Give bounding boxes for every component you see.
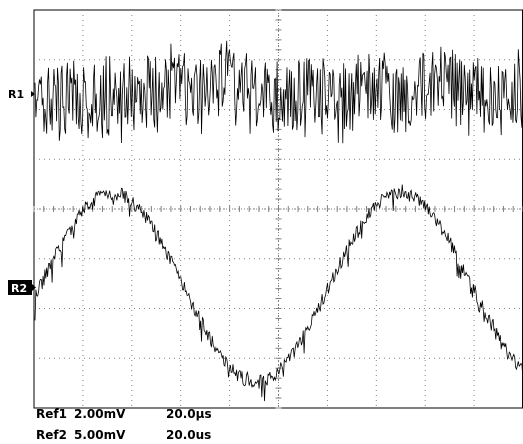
readout-ref1-volts: 2.00mV	[74, 407, 126, 421]
marker-r1-label: R1	[8, 88, 24, 101]
marker-r2: R2	[8, 280, 36, 295]
marker-r2-arrow-icon	[32, 284, 36, 291]
marker-r1-arrow-icon	[31, 91, 35, 97]
series-r2-trace	[34, 184, 523, 402]
readout-ref2: Ref2 5.00mV 20.0us	[36, 428, 211, 442]
readout-ref1: Ref1 2.00mV 20.0µs	[36, 407, 212, 421]
marker-r2-box	[8, 280, 32, 295]
readout-ref1-time: 20.0µs	[166, 407, 212, 421]
readout-ref2-name: Ref2	[36, 428, 67, 442]
marker-r1: R1	[8, 88, 35, 101]
readout-ref2-volts: 5.00mV	[74, 428, 126, 442]
marker-r2-label: R2	[11, 282, 27, 295]
readout-ref1-name: Ref1	[36, 407, 67, 421]
series-r1-trace	[34, 40, 523, 144]
readout-ref2-time: 20.0us	[166, 428, 211, 442]
trace-layer	[34, 40, 523, 402]
